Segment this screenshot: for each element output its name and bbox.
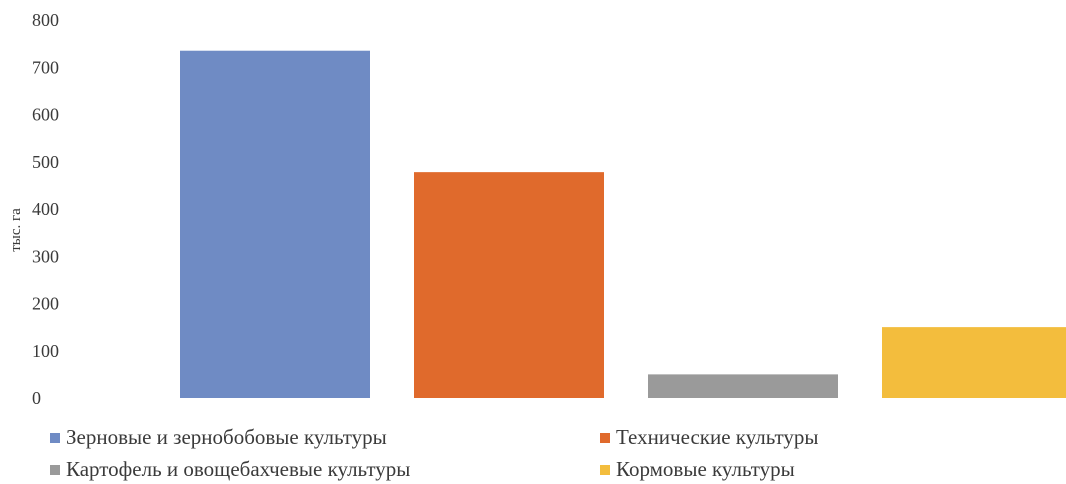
y-tick-400: 400 xyxy=(32,199,59,219)
y-tick-300: 300 xyxy=(32,246,59,266)
bar-4 xyxy=(882,327,1066,398)
y-axis-ticks: 0 100 200 300 400 500 600 700 800 xyxy=(32,10,59,408)
y-tick-600: 600 xyxy=(32,105,59,125)
y-axis-label: тыс. га xyxy=(8,208,24,252)
bar-2 xyxy=(414,172,604,398)
y-tick-800: 800 xyxy=(32,10,59,30)
y-tick-500: 500 xyxy=(32,152,59,172)
y-tick-200: 200 xyxy=(32,294,59,314)
bars-group xyxy=(180,50,1066,399)
bar-1 xyxy=(180,50,370,399)
y-tick-100: 100 xyxy=(32,341,59,361)
y-tick-0: 0 xyxy=(32,388,41,408)
y-tick-700: 700 xyxy=(32,57,59,77)
bar-3 xyxy=(648,374,838,398)
